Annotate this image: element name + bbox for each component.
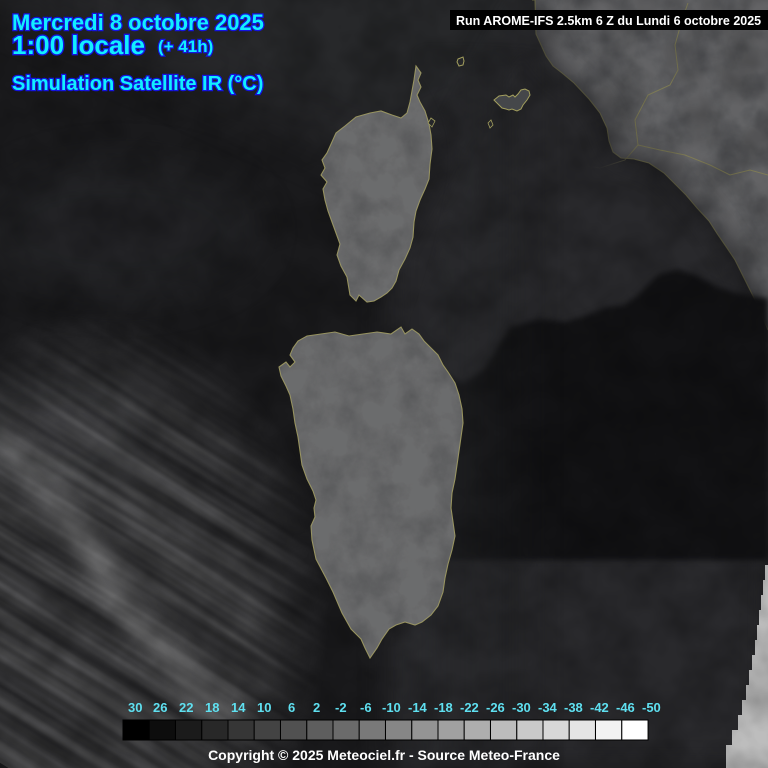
svg-text:30: 30 bbox=[128, 700, 142, 715]
svg-text:-10: -10 bbox=[382, 700, 401, 715]
svg-text:Copyright © 2025 Meteociel.fr: Copyright © 2025 Meteociel.fr - Source M… bbox=[208, 747, 560, 763]
svg-text:Simulation Satellite IR (°C): Simulation Satellite IR (°C) bbox=[12, 73, 263, 95]
svg-text:14: 14 bbox=[231, 700, 246, 715]
svg-text:-18: -18 bbox=[434, 700, 453, 715]
svg-text:-34: -34 bbox=[538, 700, 558, 715]
svg-text:10: 10 bbox=[257, 700, 271, 715]
svg-text:-30: -30 bbox=[512, 700, 531, 715]
svg-text:-2: -2 bbox=[335, 700, 347, 715]
svg-text:(+ 41h): (+ 41h) bbox=[158, 37, 213, 56]
svg-text:-38: -38 bbox=[564, 700, 583, 715]
svg-text:18: 18 bbox=[205, 700, 219, 715]
svg-text:-50: -50 bbox=[642, 700, 661, 715]
svg-text:Run AROME-IFS 2.5km 6 Z du Lun: Run AROME-IFS 2.5km 6 Z du Lundi 6 octob… bbox=[456, 14, 761, 28]
svg-text:6: 6 bbox=[288, 700, 295, 715]
svg-text:1:00 locale: 1:00 locale bbox=[12, 30, 145, 60]
svg-text:26: 26 bbox=[153, 700, 167, 715]
svg-text:2: 2 bbox=[313, 700, 320, 715]
svg-text:-26: -26 bbox=[486, 700, 505, 715]
svg-text:-22: -22 bbox=[460, 700, 479, 715]
svg-text:-14: -14 bbox=[408, 700, 428, 715]
svg-text:-46: -46 bbox=[616, 700, 635, 715]
svg-text:-42: -42 bbox=[590, 700, 609, 715]
svg-text:22: 22 bbox=[179, 700, 193, 715]
svg-text:-6: -6 bbox=[360, 700, 372, 715]
